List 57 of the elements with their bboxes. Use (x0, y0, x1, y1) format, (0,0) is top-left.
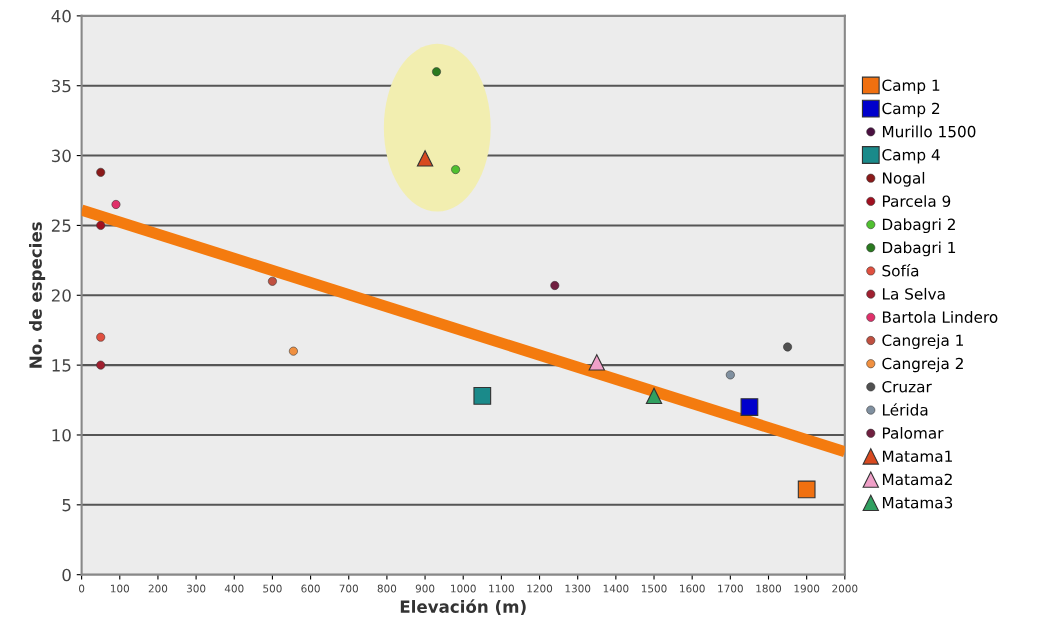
x-tick-label: 2000 (832, 584, 858, 593)
legend-label: Camp 1 (882, 79, 940, 94)
legend-label: Nogal (882, 171, 925, 187)
legend-label: Dabagri 2 (882, 218, 955, 234)
x-tick-label: 1100 (489, 584, 514, 593)
x-tick-label: 300 (186, 584, 206, 593)
legend-label: Lérida (882, 403, 928, 416)
point (645, 387, 663, 405)
x-axis-title: Elevación (m) (400, 599, 526, 615)
y-tick-label: 35 (51, 79, 71, 93)
legend-label: Cangreja 2 (882, 357, 963, 373)
x-tick-label: 800 (377, 584, 397, 593)
point (740, 398, 759, 416)
x-tick-label: 1900 (794, 584, 820, 593)
legend-label: Matama2 (882, 473, 952, 486)
x-tick-label: 400 (224, 584, 244, 593)
legend-label: Parcela 9 (882, 195, 951, 207)
x-tick-label: 1300 (565, 584, 591, 593)
y-tick-label: 30 (51, 149, 71, 163)
legend-label: Sofía (882, 264, 919, 277)
x-tick-label: 1000 (451, 584, 476, 593)
y-tick-label: 20 (51, 289, 71, 302)
legend-label: Murillo 1500 (882, 125, 976, 138)
legend-label: La Selva (882, 287, 945, 300)
legend-label: Dabagri 1 (882, 241, 956, 257)
x-tick-label: 1700 (718, 584, 743, 593)
legend-label: Camp 2 (882, 102, 940, 118)
x-tick-label: 1500 (641, 584, 667, 593)
y-axis-title: No. de especies (29, 222, 46, 368)
x-tick-label: 700 (339, 584, 358, 593)
x-tick-label: 1600 (680, 584, 705, 593)
y-tick-label: 15 (52, 359, 71, 372)
x-tick-label: 0 (78, 584, 85, 593)
legend-label: Camp 4 (882, 149, 940, 164)
legend-label: Matama3 (882, 496, 953, 509)
x-tick-label: 1400 (603, 584, 629, 593)
y-tick-label: 0 (62, 568, 71, 582)
y-tick-label: 40 (51, 9, 71, 23)
legend-label: Cruzar (882, 380, 932, 393)
x-tick-label: 200 (148, 584, 168, 593)
y-tick-label: 5 (62, 499, 71, 512)
y-tick-label: 25 (51, 219, 71, 232)
x-tick-label: 600 (301, 584, 320, 593)
x-tick-label: 500 (263, 584, 282, 593)
y-tick-label: 10 (52, 428, 71, 442)
legend-label: Palomar (882, 427, 944, 439)
legend-label: Matama1 (882, 450, 952, 463)
x-tick-label: 1800 (756, 584, 782, 593)
x-tick-label: 900 (415, 584, 435, 593)
point (416, 150, 434, 167)
point (797, 480, 816, 499)
x-tick-label: 1200 (527, 584, 553, 593)
point (588, 354, 605, 371)
point (473, 386, 492, 405)
legend-label: Cangreja 1 (882, 334, 963, 350)
x-tick-label: 100 (110, 584, 130, 593)
legend-label: Bartola Lindero (882, 311, 998, 323)
